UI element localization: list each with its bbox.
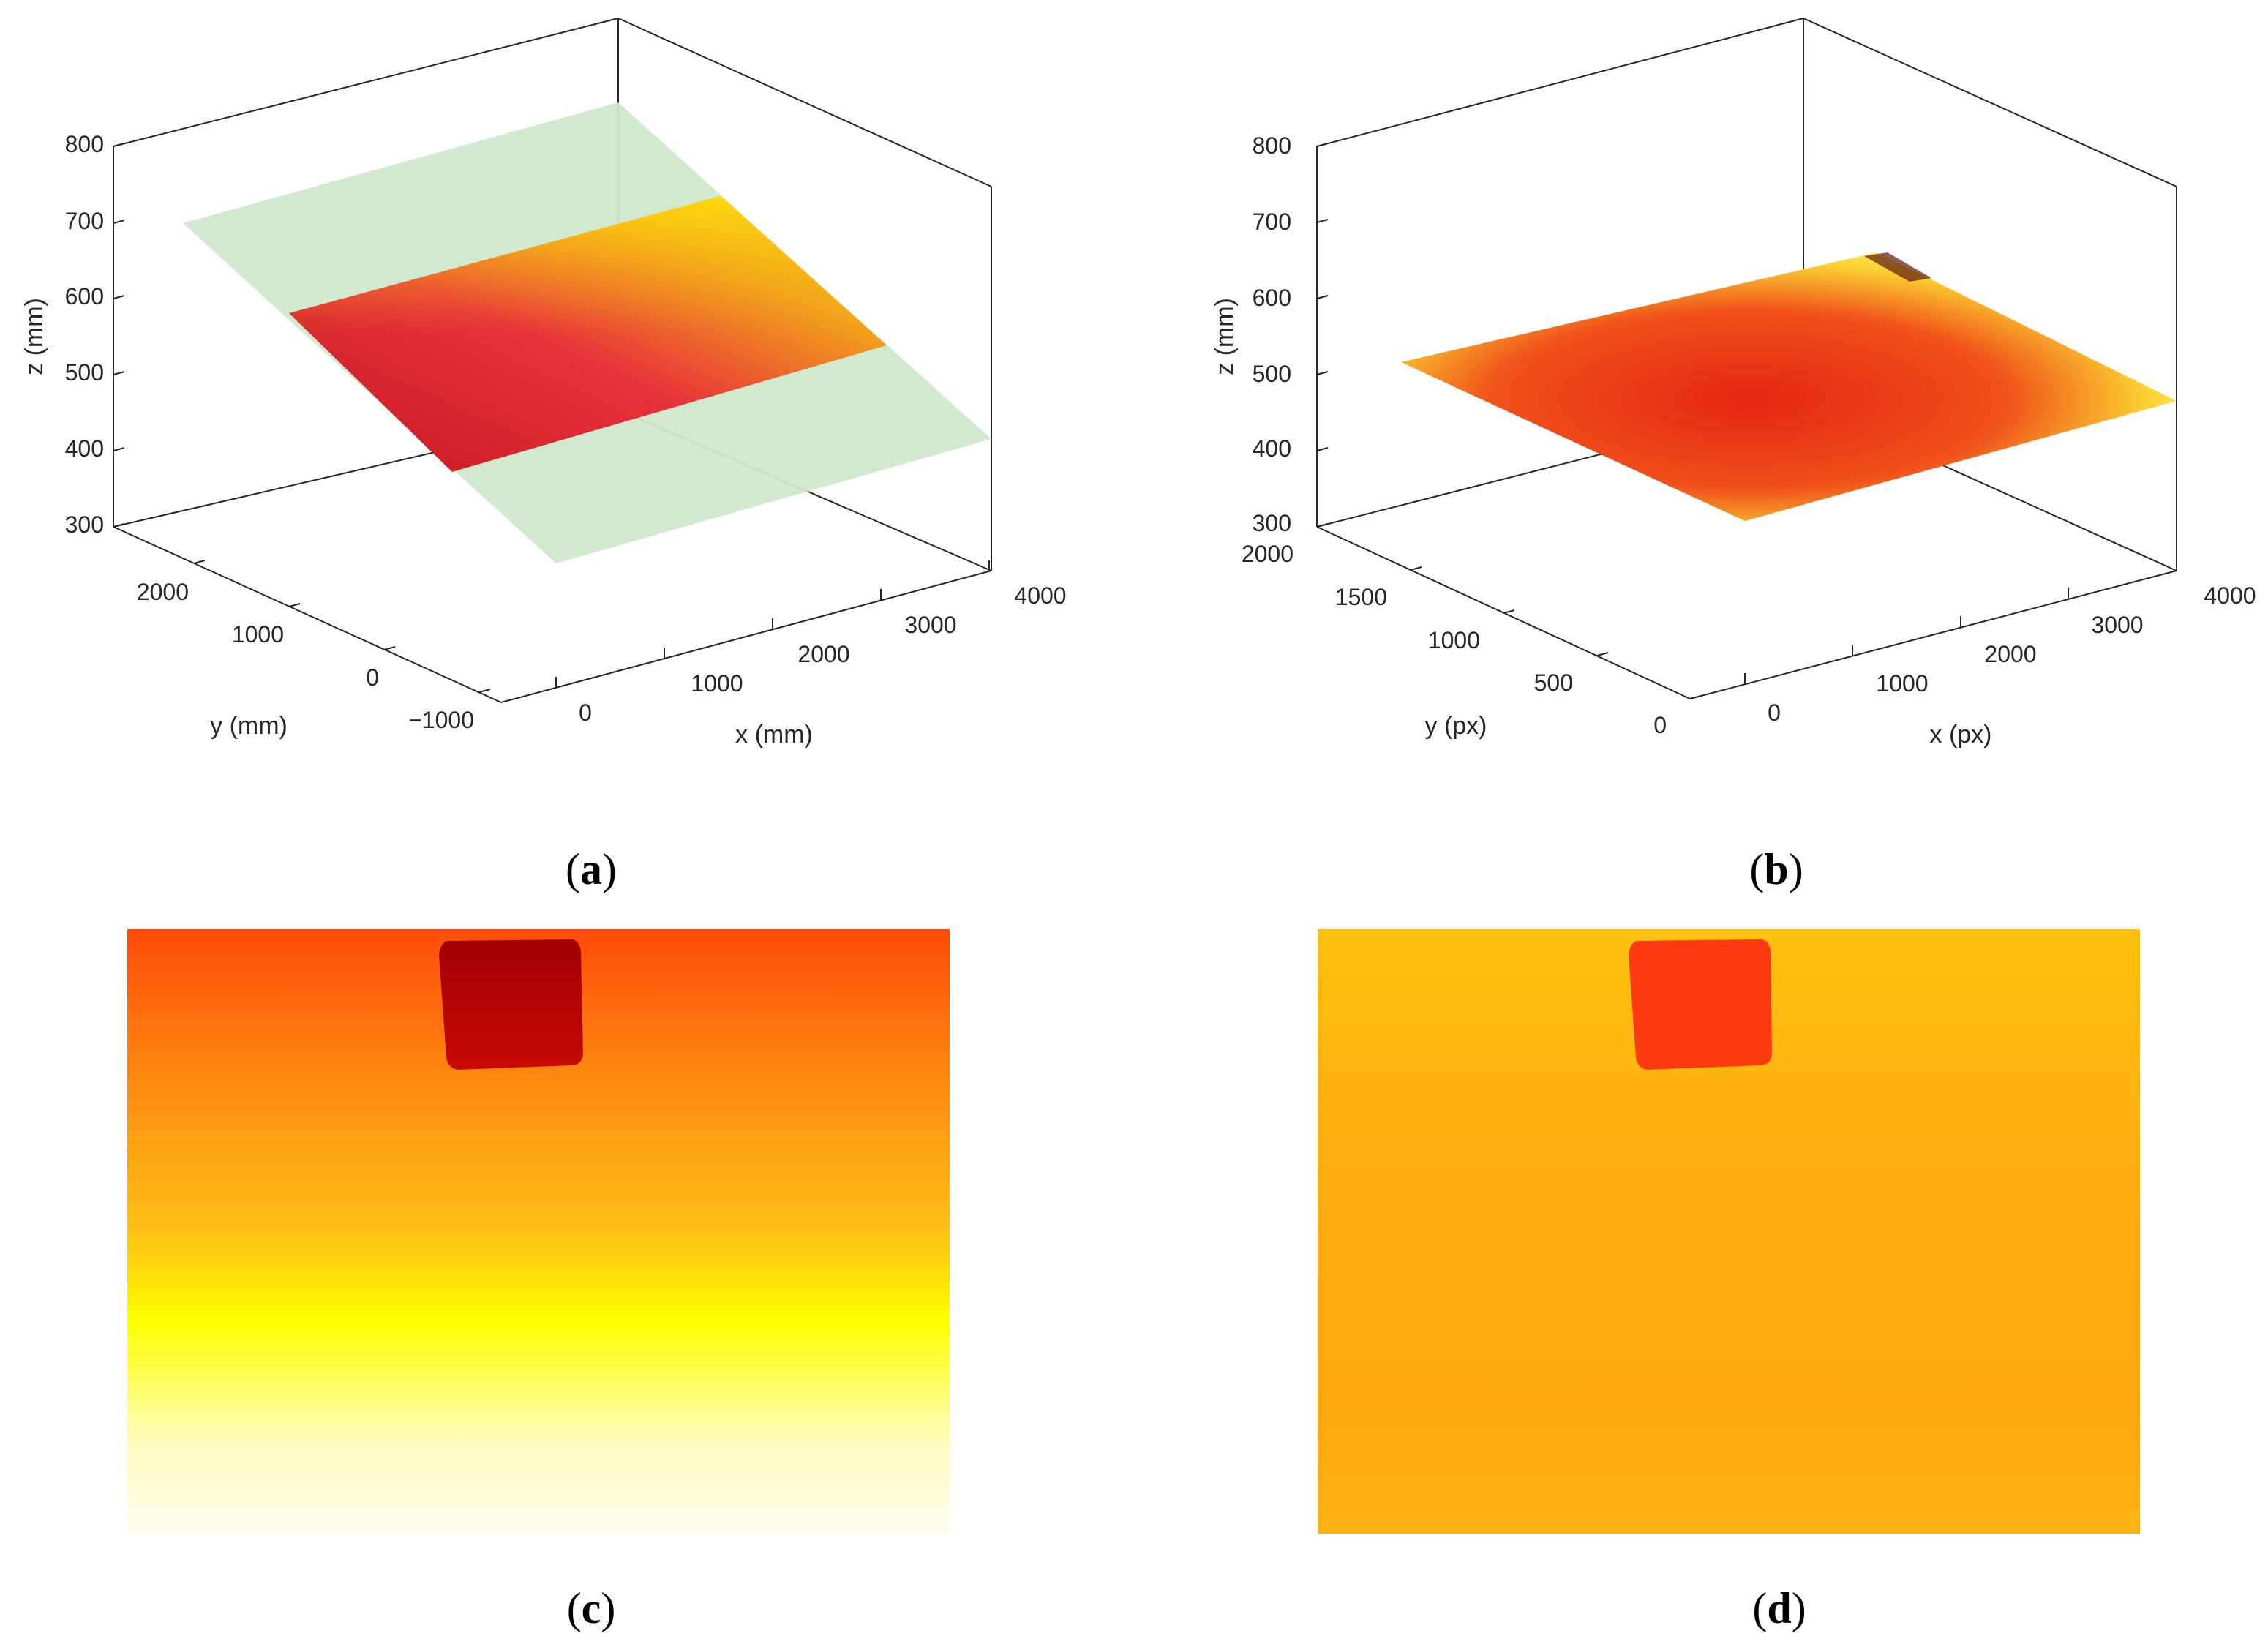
panel-d: (d): [1318, 929, 2140, 1632]
panel-a-z-axis-label: z (mm): [20, 298, 48, 375]
panel-a-x-axis-label: x (mm): [735, 721, 813, 749]
panel-a-x-tick-label: 2000: [797, 641, 849, 667]
panel-b-z-tick-label: 300: [1253, 510, 1291, 536]
panel-c-object: [439, 939, 583, 1070]
panel-b-x-ticks: 0 1000 2000 3000 4000: [1744, 560, 2256, 726]
panel-a-y-axis-label: y (mm): [210, 712, 288, 740]
panel-a-z-tick-label: 800: [65, 131, 104, 157]
panel-a-x-tick-label: 3000: [904, 612, 956, 638]
panel-b-axis-box: [1316, 18, 2177, 699]
panel-b-x-tick-label: 3000: [2091, 612, 2143, 638]
panel-a-z-tick-label: 600: [65, 283, 104, 309]
panel-a-caption: (a): [566, 845, 617, 893]
panel-a-y-tick-label: 0: [366, 664, 379, 691]
panel-b-y-tick-label: 2000: [1242, 541, 1293, 567]
panel-a-x-tick-label: 4000: [1014, 582, 1066, 609]
panel-b-y-tick-label: 0: [1653, 712, 1667, 738]
panel-b-z-tick-label: 800: [1253, 132, 1291, 159]
panel-b-x-tick-label: 2000: [1984, 641, 2036, 667]
panel-b-x-tick-label: 4000: [2204, 582, 2256, 609]
panel-a-x-ticks: 0 1000 2000 3000 4000: [555, 560, 1067, 726]
panel-b-y-tick-label: 1000: [1428, 627, 1480, 653]
panel-b-y-ticks: 2000 1500 1000 500 0: [1242, 523, 1702, 738]
panel-a-y-tick-label: −1000: [408, 707, 474, 733]
panel-b-z-axis-label: z (mm): [1211, 298, 1239, 375]
panel-a-x-tick-label: 1000: [691, 670, 743, 697]
panel-d-object: [1629, 939, 1772, 1070]
panel-b-y-tick-label: 500: [1534, 669, 1573, 696]
panel-a-z-tick-label: 300: [65, 511, 104, 538]
panel-c: (c): [127, 929, 950, 1632]
panel-b-z-tick-label: 400: [1253, 435, 1291, 462]
panel-b-z-tick-label: 700: [1253, 209, 1291, 235]
panel-b-x-axis-label: x (px): [1930, 721, 1992, 749]
panel-a-y-tick-label: 1000: [232, 621, 284, 648]
panel-a: 800 700 600 500 400 300 z (mm) 2000 1000…: [20, 18, 1067, 893]
panel-a-y-ticks: 2000 1000 0 −1000: [137, 560, 491, 733]
panel-b-y-tick-label: 1500: [1335, 584, 1387, 610]
panel-b-caption: (b): [1749, 845, 1803, 893]
panel-b-z-tick-label: 500: [1253, 361, 1291, 387]
panel-b-surface-edge: [1864, 252, 1931, 282]
panel-b: 800 700 600 500 400 300 z (mm) 2000 1500…: [1211, 18, 2256, 893]
panel-b-y-axis-label: y (px): [1425, 712, 1487, 740]
panel-a-surface-highlight: [289, 196, 887, 472]
panel-b-x-tick-label: 0: [1768, 699, 1781, 726]
panel-b-x-tick-label: 1000: [1876, 670, 1928, 697]
panel-a-z-tick-label: 500: [65, 359, 104, 386]
panel-b-surface: [1401, 252, 2177, 521]
panel-a-x-tick-label: 0: [579, 699, 592, 726]
panel-d-caption: (d): [1752, 1584, 1806, 1632]
panel-a-y-tick-label: 2000: [137, 579, 189, 605]
panel-b-z-tick-label: 600: [1253, 285, 1291, 311]
panel-a-z-ticks: 800 700 600 500 400 300: [65, 131, 125, 538]
panel-a-z-tick-label: 400: [65, 435, 104, 462]
panel-c-caption: (c): [567, 1584, 616, 1632]
panel-b-z-ticks: 800 700 600 500 400 300: [1253, 132, 1329, 536]
panel-a-z-tick-label: 700: [65, 208, 104, 234]
